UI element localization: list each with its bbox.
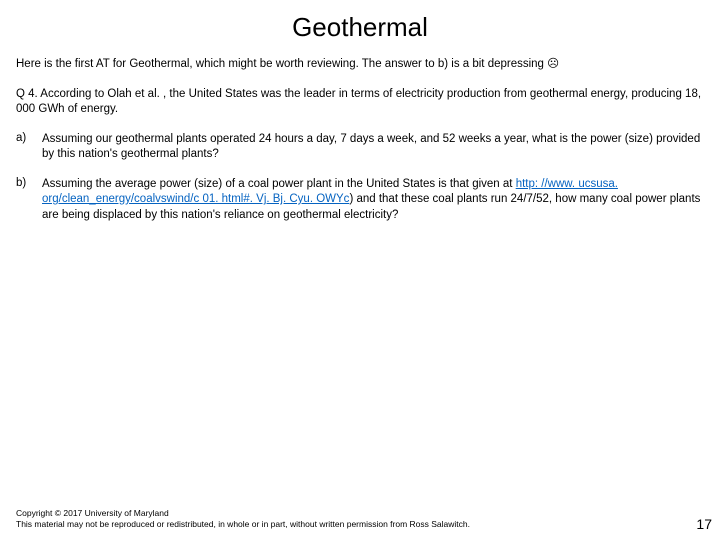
copyright-line-1: Copyright © 2017 University of Maryland	[16, 508, 704, 519]
question-text: Q 4. According to Olah et al. , the Unit…	[16, 87, 704, 118]
part-a-label: a)	[16, 132, 42, 163]
page-number: 17	[696, 516, 712, 532]
intro-text: Here is the first AT for Geothermal, whi…	[16, 57, 704, 73]
part-b-before: Assuming the average power (size) of a c…	[42, 178, 516, 190]
footer: Copyright © 2017 University of Maryland …	[16, 508, 704, 530]
copyright-line-2: This material may not be reproduced or r…	[16, 519, 704, 530]
part-a-row: a) Assuming our geothermal plants operat…	[16, 132, 704, 163]
part-a-text: Assuming our geothermal plants operated …	[42, 132, 704, 163]
slide-container: Geothermal Here is the first AT for Geot…	[0, 0, 720, 540]
part-b-label: b)	[16, 177, 42, 224]
part-b-text: Assuming the average power (size) of a c…	[42, 177, 704, 224]
slide-title: Geothermal	[16, 12, 704, 43]
part-b-row: b) Assuming the average power (size) of …	[16, 177, 704, 224]
